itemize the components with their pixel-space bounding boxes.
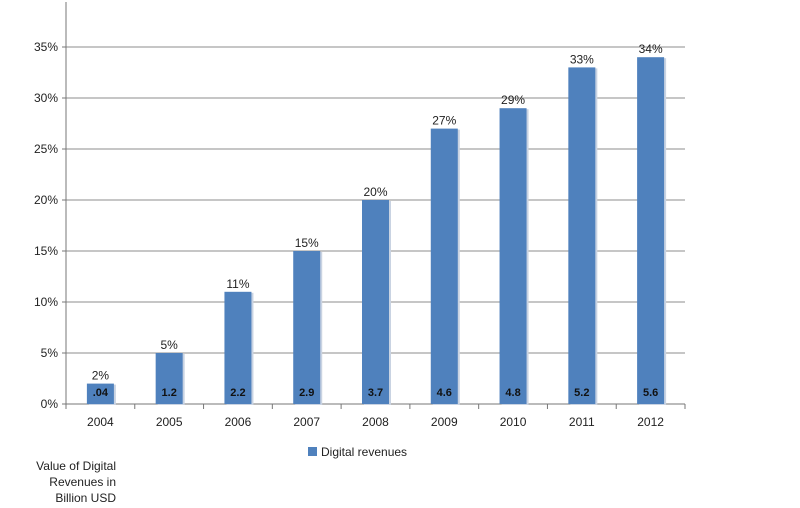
note-line-3: Billion USD [55,491,116,505]
bar [430,128,458,404]
y-tick-label: 15% [34,244,58,258]
x-axis-categories: 2004 2005 2006 2007 2008 2009 2010 2011 2012 [87,415,664,429]
bar-percent-label: 15% [295,236,319,250]
legend-swatch [308,447,317,456]
y-tick-label: 0% [41,397,59,411]
y-tick-label: 10% [34,295,58,309]
bar-value-label: 2.9 [299,387,314,399]
bar [293,251,321,404]
x-category-label: 2008 [362,415,389,429]
bar-percent-label: 29% [501,93,525,107]
bar [568,67,596,405]
bar-value-label: 4.6 [437,387,452,399]
x-category-label: 2009 [431,415,458,429]
x-category-label: 2010 [500,415,527,429]
bar [362,200,389,404]
note-line-2: Revenues in [49,475,116,489]
bar-percent-label: 2% [92,369,110,383]
bar [155,353,183,404]
y-tick-label: 35% [34,40,58,54]
bar [224,291,252,404]
bar-value-label: 3.7 [368,387,383,399]
x-category-label: 2006 [225,415,252,429]
legend-label: Digital revenues [321,445,407,459]
y-tick-label: 30% [34,91,58,105]
y-tick-label: 20% [34,193,58,207]
bar-value-label: 4.8 [505,387,520,399]
bar [637,57,665,404]
y-tick-label: 25% [34,142,58,156]
bar-percent-label: 27% [432,114,456,128]
x-category-label: 2012 [637,415,664,429]
x-category-label: 2005 [156,415,183,429]
bar-percent-label: 20% [363,185,387,199]
y-tick-label: 5% [41,346,59,360]
bar-value-label: 5.6 [643,387,658,399]
bar-percent-label: 34% [639,42,663,56]
bar-value-label: 5.2 [574,387,589,399]
bar-percent-label: 11% [226,277,249,291]
bar [499,108,527,404]
bars: 2% .04 5% 1.2 11% 2.2 15% 2.9 20% 3.7 27% 4.6 29% 4.8… [86,42,667,406]
bar-value-label: .04 [93,387,109,399]
x-category-label: 2007 [293,415,320,429]
bar-percent-label: 33% [570,52,594,66]
bar-percent-label: 5% [160,338,178,352]
legend: Digital revenues [308,445,407,459]
x-category-label: 2011 [569,415,595,429]
y-axis-ticks: 0% 5% 10% 15% 20% 25% 30% 35% [34,40,66,411]
bar-value-label: 1.2 [162,387,177,399]
note-line-1: Value of Digital [36,459,116,473]
bar [86,383,114,404]
bar-value-label: 2.2 [230,387,245,399]
x-category-label: 2004 [87,415,114,429]
value-note: Value of Digital Revenues in Billion USD [36,459,116,505]
